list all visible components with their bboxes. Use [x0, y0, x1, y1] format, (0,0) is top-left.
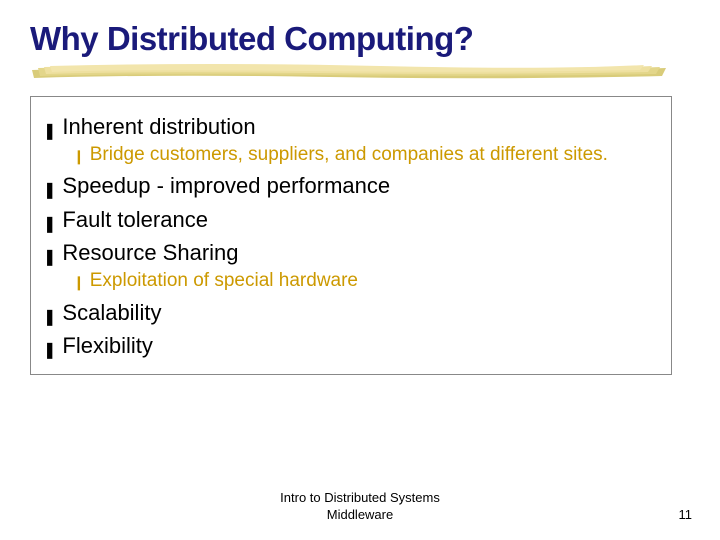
bullet-text: Bridge customers, suppliers, and compani… [90, 143, 608, 167]
bullet-text: Scalability [62, 299, 161, 327]
bullet-text: Fault tolerance [62, 206, 208, 234]
bullet-text: Inherent distribution [62, 113, 255, 141]
footer-text: Intro to Distributed Systems Middleware [280, 490, 440, 524]
bullet-lvl1: ❚ Scalability [43, 299, 659, 327]
bullet-icon: ❚ [43, 310, 56, 326]
bullet-icon: ❚ [43, 217, 56, 233]
bullet-lvl1: ❚ Resource Sharing [43, 239, 659, 267]
bullet-lvl2: ❙ Exploitation of special hardware [73, 269, 659, 293]
bullet-icon: ❙ [73, 149, 85, 163]
bullet-lvl1: ❚ Inherent distribution [43, 113, 659, 141]
bullet-icon: ❚ [43, 250, 56, 266]
page-number: 11 [679, 507, 693, 522]
bullet-lvl2: ❙ Bridge customers, suppliers, and compa… [73, 143, 659, 167]
footer: Intro to Distributed Systems Middleware [0, 490, 720, 524]
bullet-icon: ❚ [43, 343, 56, 359]
bullet-text: Resource Sharing [62, 239, 238, 267]
slide-title: Why Distributed Computing? [30, 20, 680, 58]
footer-line-2: Middleware [280, 507, 440, 524]
bullet-lvl1: ❚ Fault tolerance [43, 206, 659, 234]
content-box: ❚ Inherent distribution ❙ Bridge custome… [30, 96, 672, 375]
bullet-lvl1: ❚ Speedup - improved performance [43, 172, 659, 200]
bullet-text: Flexibility [62, 332, 152, 360]
bullet-text: Exploitation of special hardware [90, 269, 358, 293]
bullet-icon: ❚ [43, 124, 56, 140]
footer-line-1: Intro to Distributed Systems [280, 490, 440, 507]
bullet-text: Speedup - improved performance [62, 172, 390, 200]
bullet-icon: ❙ [73, 275, 85, 289]
bullet-lvl1: ❚ Flexibility [43, 332, 659, 360]
bullet-icon: ❚ [43, 183, 56, 199]
title-underline [30, 64, 680, 88]
